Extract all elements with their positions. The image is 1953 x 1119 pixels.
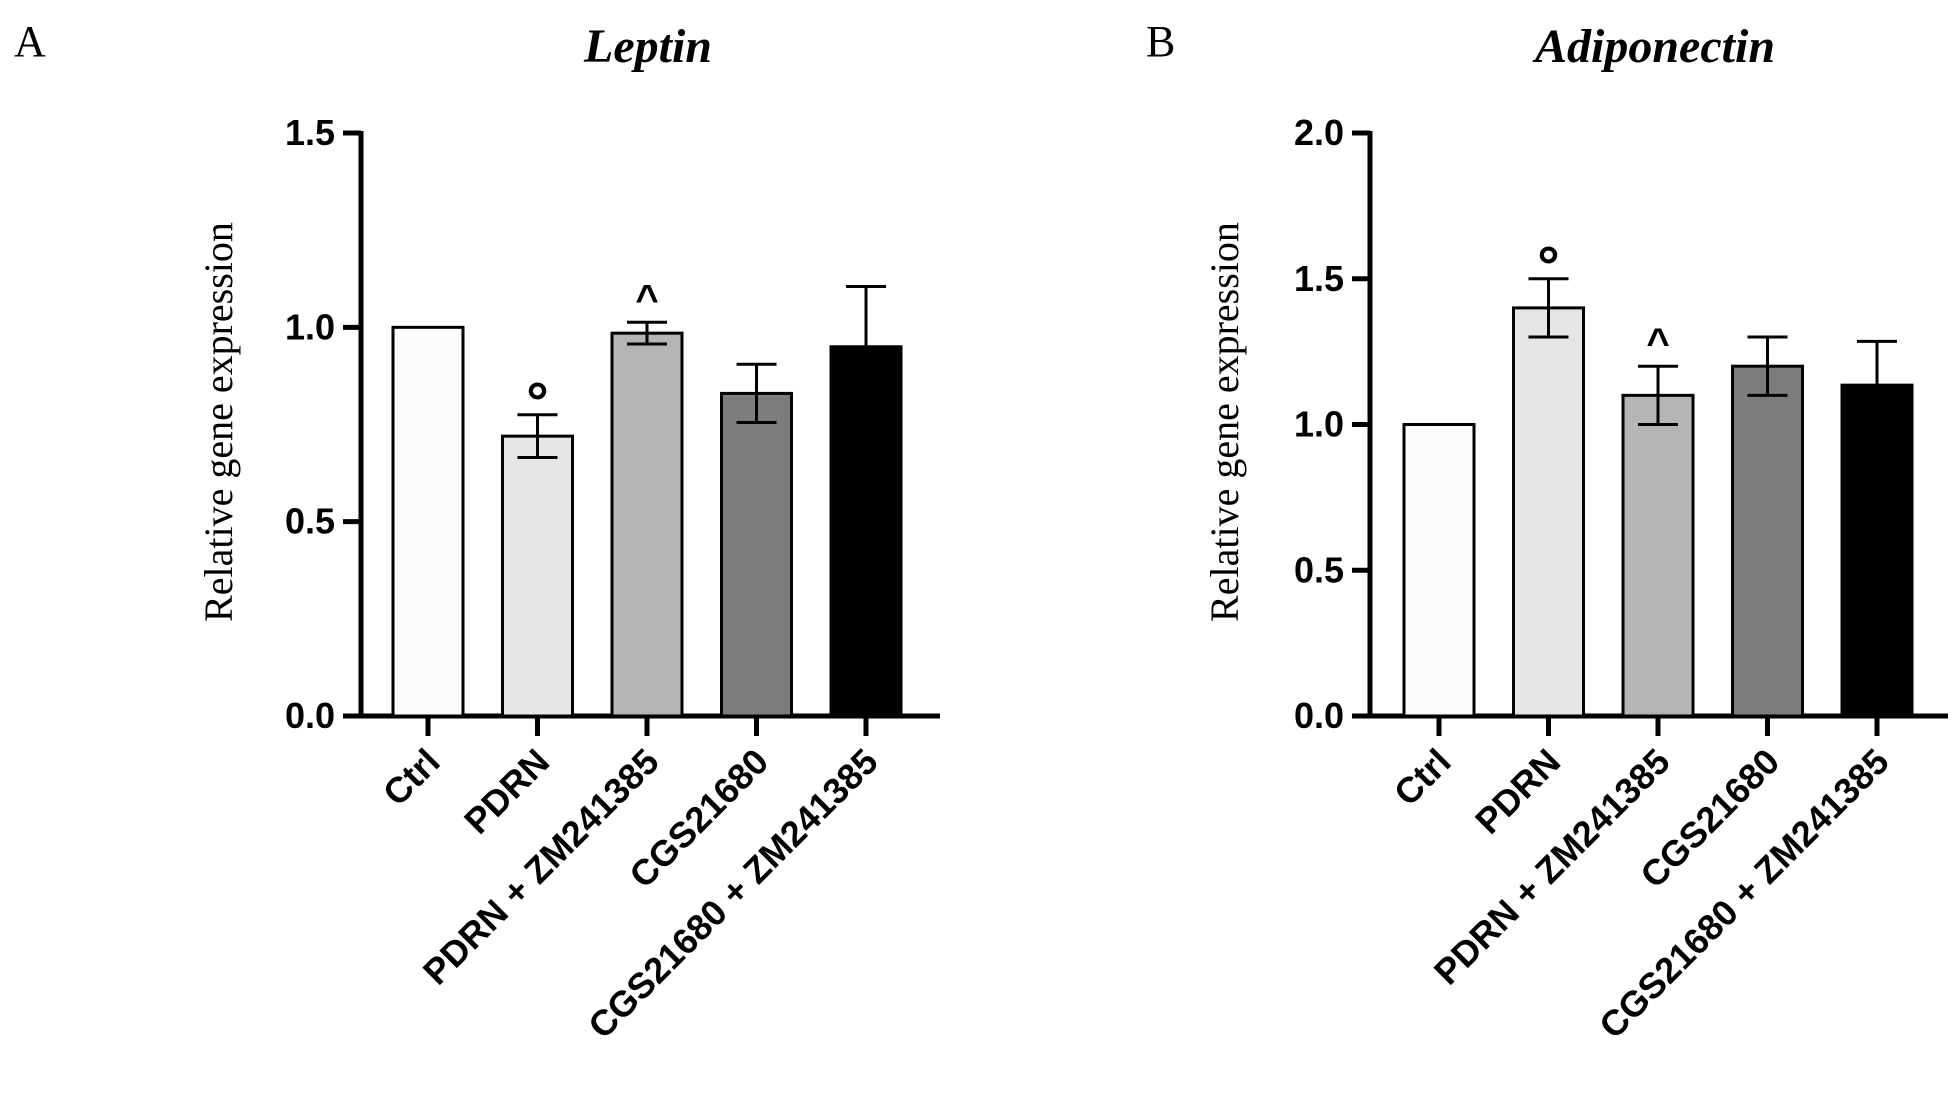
panel-label-a: A [14, 17, 46, 66]
y-tick-label: 0.5 [1294, 549, 1344, 590]
bar-cgs21680-zm241385 [1840, 383, 1914, 718]
bar-cgs21680 [1731, 364, 1804, 718]
bar-pdrn [501, 434, 574, 718]
panel-a-leptin: A Leptin Relative gene expression 0.0 0.5… [14, 17, 940, 1046]
bar-ctrl [391, 325, 465, 718]
error-bar-cgs21680 [736, 362, 777, 425]
y-tick-label: 1.5 [1294, 258, 1344, 299]
error-bar-cgs21680 [1747, 335, 1788, 397]
bar-cgs21680 [720, 391, 793, 718]
y-tick-label: 1.0 [1294, 404, 1344, 445]
bar-ctrl [1402, 423, 1476, 718]
x-tick-label-pdrn: PDRN [456, 741, 557, 842]
x-tick-label-ctrl: Ctrl [1386, 741, 1459, 814]
y-tick-label: 0.0 [1294, 695, 1344, 736]
bar-pdrn-zm241385 [610, 331, 684, 718]
y-tick-label: 0.0 [285, 695, 335, 736]
chart-title-adiponectin: Adiponectin [1532, 20, 1775, 73]
significance-marker-caret: ^ [1646, 321, 1669, 365]
y-tick-label: 1.0 [285, 306, 335, 347]
y-tick-label: 0.5 [285, 501, 335, 542]
error-bar-pdrn [1528, 277, 1569, 339]
error-bar-cgs21680-zm241385 [846, 285, 886, 409]
y-tick-label: 1.5 [285, 112, 335, 153]
x-tick-label-ctrl: Ctrl [375, 741, 448, 814]
significance-marker-degree: ° [526, 370, 548, 433]
panel-label-b: B [1146, 17, 1175, 66]
chart-title-leptin: Leptin [583, 20, 712, 73]
significance-marker-caret: ^ [635, 277, 658, 321]
y-axis-label: Relative gene expression [196, 222, 241, 622]
significance-marker-degree: ° [1537, 234, 1559, 297]
error-bar-cgs21680-zm241385 [1857, 339, 1897, 431]
x-tick-label-pdrn: PDRN [1467, 741, 1568, 842]
y-axis-label: Relative gene expression [1202, 222, 1247, 622]
error-bar-pdrn-zm241385 [627, 320, 667, 346]
error-bar-pdrn-zm241385 [1638, 364, 1678, 426]
error-bar-pdrn [517, 413, 558, 460]
bar-pdrn [1512, 306, 1585, 718]
bar-pdrn-zm241385 [1621, 393, 1695, 718]
panel-b-adiponectin: B Adiponectin Relative gene expression 0… [1146, 17, 1948, 1046]
y-tick-label: 2.0 [1294, 112, 1344, 153]
